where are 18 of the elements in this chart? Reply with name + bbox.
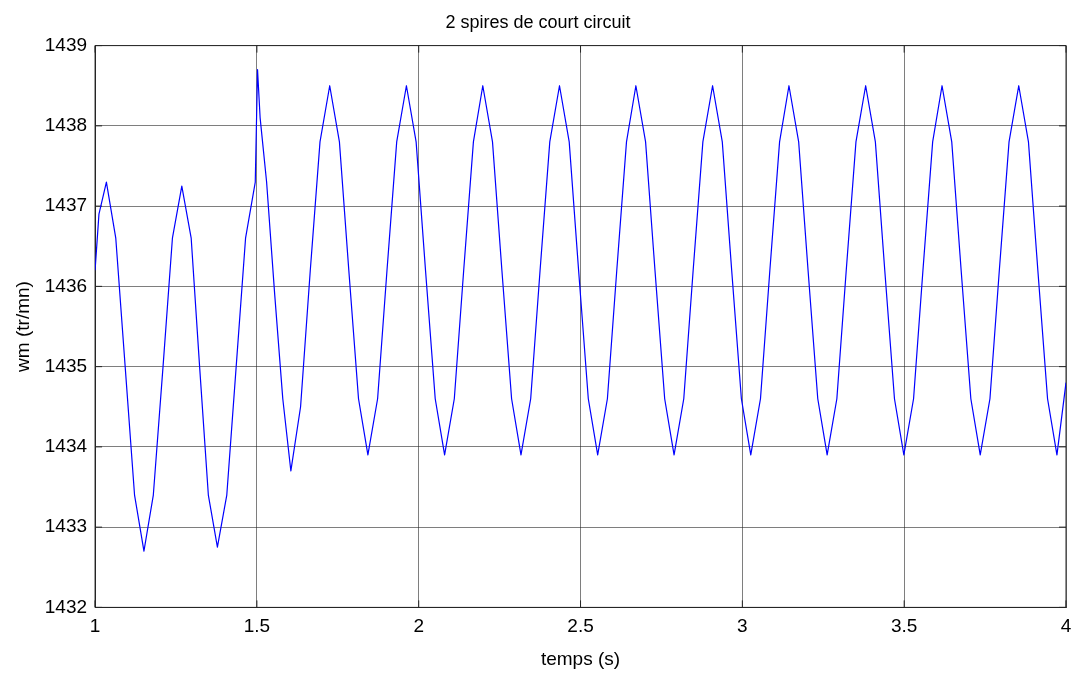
x-tick-label: 1 [89,615,101,637]
y-axis-title: wm (tr/mn) [11,281,33,373]
y-tick-label: 1439 [44,33,88,55]
chart-title: 2 spires de court circuit [445,11,631,32]
x-axis-title: temps (s) [540,647,621,669]
y-tick-label: 1436 [44,274,88,296]
x-tick-label: 4 [1060,615,1072,637]
x-tick-label: 3 [737,615,748,637]
y-tick-label: 1434 [44,435,88,457]
y-tick-label: 1438 [44,114,88,136]
y-tick-label: 1433 [44,515,88,537]
y-tick-label: 1435 [44,354,88,376]
y-tick-label: 1432 [44,595,88,617]
x-tick-label: 2.5 [567,615,594,637]
y-tick-label: 1437 [44,194,88,216]
x-tick-label: 2 [413,615,424,637]
x-tick-label: 3.5 [890,615,918,637]
x-tick-label: 1.5 [243,615,271,637]
